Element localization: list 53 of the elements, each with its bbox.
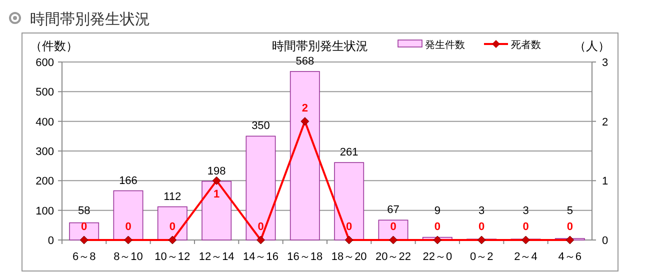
data-label: 0 <box>478 221 485 233</box>
data-label: 0 <box>346 221 352 233</box>
data-label: 58 <box>78 205 90 217</box>
y2-axis-title: （人） <box>574 39 610 53</box>
y-tick-label: 600 <box>36 57 54 69</box>
y2-tick-label: 1 <box>602 176 608 188</box>
data-label: 0 <box>258 221 264 233</box>
data-label: 350 <box>252 120 270 132</box>
data-label: 67 <box>387 204 400 216</box>
data-label: 3 <box>522 205 529 217</box>
data-label: 0 <box>390 221 396 233</box>
x-tick-label: 0～2 <box>470 251 494 263</box>
y2-tick-label: 3 <box>602 57 608 69</box>
x-tick-label: 20～22 <box>376 251 411 263</box>
x-tick-label: 22～0 <box>422 251 452 263</box>
legend-label: 死者数 <box>511 39 541 51</box>
data-label: 0 <box>566 221 573 233</box>
data-label: 9 <box>434 205 440 217</box>
data-label: 0 <box>522 221 529 233</box>
y-tick-label: 100 <box>36 205 54 218</box>
x-tick-label: 8～10 <box>114 251 143 263</box>
data-label: 568 <box>296 55 314 68</box>
x-tick-label: 2～4 <box>514 251 538 263</box>
data-label: 0 <box>434 221 440 233</box>
y-tick-label: 200 <box>36 176 54 188</box>
data-label: 1 <box>214 188 220 201</box>
chart-subtitle: 時間帯別発生状況 <box>272 39 368 53</box>
data-label: 0 <box>81 221 88 233</box>
y-tick-label: 0 <box>48 235 54 247</box>
chart-title: 時間帯別発生状況 <box>30 11 150 28</box>
y-tick-label: 500 <box>36 86 54 99</box>
data-label: 198 <box>207 165 226 178</box>
y2-tick-label: 2 <box>602 116 608 128</box>
y-tick-label: 400 <box>36 116 54 128</box>
data-label: 2 <box>302 102 308 114</box>
x-tick-label: 10～12 <box>154 251 190 263</box>
data-label: 5 <box>566 205 573 217</box>
data-label: 0 <box>169 221 176 233</box>
y-tick-label: 300 <box>36 146 54 158</box>
x-tick-label: 4～6 <box>558 251 582 263</box>
y2-tick-label: 0 <box>602 235 608 247</box>
data-label: 112 <box>164 190 182 203</box>
x-tick-label: 6～8 <box>72 251 96 263</box>
legend-label: 発生件数 <box>425 39 465 51</box>
data-label: 261 <box>340 146 358 159</box>
data-label: 0 <box>125 221 132 233</box>
x-tick-label: 14～16 <box>243 251 278 263</box>
x-tick-label: 18～20 <box>331 251 367 263</box>
data-label: 3 <box>478 205 485 217</box>
y-axis-title: （件数） <box>30 39 78 53</box>
x-tick-label: 12～14 <box>198 251 234 263</box>
x-tick-label: 16～18 <box>287 251 323 263</box>
data-label: 166 <box>119 174 138 187</box>
